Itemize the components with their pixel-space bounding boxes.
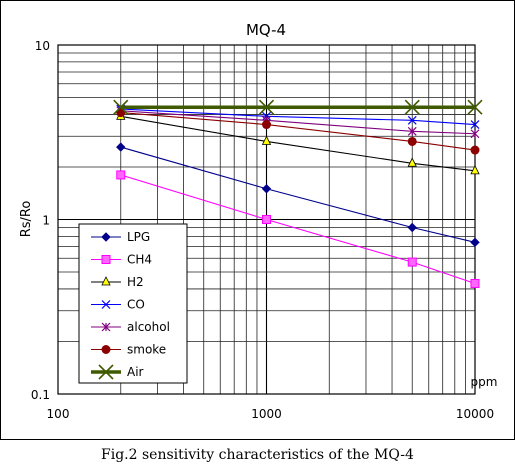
- series-line-lpg: [120, 146, 476, 243]
- legend-marker-air: [98, 364, 114, 380]
- legend-label-air: Air: [127, 365, 144, 379]
- legend-marker-co: [101, 300, 111, 309]
- y-tick-label: 10: [35, 39, 50, 53]
- point-air: [258, 99, 275, 115]
- point-air-stroke: [404, 99, 420, 115]
- point-smoke: [407, 136, 417, 146]
- point-air: [404, 99, 420, 115]
- legend-label-alcohol: alcohol: [127, 320, 170, 334]
- y-tick-label: 0.1: [31, 388, 50, 402]
- point-co-stroke: [470, 120, 480, 129]
- legend-marker-co-stroke: [101, 300, 111, 309]
- legend-label-smoke: smoke: [127, 343, 166, 357]
- point-lpg: [407, 222, 417, 233]
- point-co-stroke: [407, 115, 417, 125]
- legend-label-co: CO: [127, 298, 145, 312]
- legend-label-lpg: LPG: [127, 230, 150, 244]
- plot-area-border: [57, 44, 476, 395]
- point-ch4: [262, 215, 271, 224]
- legend-marker-alcohol: [101, 322, 111, 332]
- point-smoke: [470, 145, 480, 155]
- point-ch4: [407, 257, 417, 267]
- x-axis-unit: ppm: [471, 375, 498, 389]
- point-lpg: [261, 184, 272, 194]
- series-line-h2: [120, 115, 476, 172]
- series-air: [113, 99, 483, 115]
- legend-label-ch4: CH4: [127, 253, 152, 267]
- axis-ticks: 100 1000 10000 0.1 1 10: [31, 39, 494, 421]
- legend: LPG CH4 H2 CO alcohol smoke Air: [78, 223, 188, 384]
- chart-canvas: MQ-4 Rs/Ro ppm 100 1000 10000 0.1 1 10 LPG CH4…: [0, 0, 515, 440]
- y-tick-label: 1: [42, 214, 50, 228]
- figure-caption: Fig.2 sensitivity characteristics of the…: [101, 447, 414, 463]
- series-smoke: [116, 108, 480, 155]
- data-series: [113, 99, 483, 288]
- point-ch4: [116, 170, 126, 180]
- x-tick-label: 1000: [251, 407, 282, 421]
- point-air-stroke: [258, 99, 275, 115]
- legend-label-h2: H2: [127, 275, 144, 289]
- legend-marker-ch4: [101, 255, 111, 264]
- series-line-co: [120, 108, 476, 126]
- point-alcohol: [407, 126, 417, 136]
- x-tick-label: 100: [47, 407, 70, 421]
- point-smoke: [262, 120, 271, 130]
- y-axis-label: Rs/Ro: [19, 201, 34, 238]
- series-line-alcohol: [120, 110, 476, 135]
- series-lpg: [116, 142, 480, 248]
- point-ch4: [470, 278, 480, 288]
- point-air-stroke: [467, 99, 483, 115]
- point-co: [470, 120, 480, 129]
- point-air: [467, 99, 483, 115]
- series-line-ch4: [120, 174, 476, 284]
- chart-title: MQ-4: [246, 21, 286, 39]
- point-alcohol: [470, 129, 480, 139]
- series-line-smoke: [120, 112, 476, 151]
- point-lpg: [116, 142, 126, 152]
- point-h2: [261, 135, 272, 145]
- legend-marker-smoke: [101, 345, 111, 354]
- series-ch4: [116, 170, 480, 288]
- point-lpg: [470, 237, 480, 248]
- point-air: [113, 99, 129, 115]
- point-co: [407, 115, 417, 125]
- x-tick-label: 10000: [456, 407, 494, 421]
- legend-marker-h2: [101, 276, 111, 286]
- point-air-stroke: [113, 99, 129, 115]
- point-h2: [407, 157, 417, 167]
- legend-marker-lpg: [101, 232, 111, 242]
- point-h2: [470, 164, 480, 175]
- legend-marker-air-stroke: [98, 364, 114, 380]
- legend-box: [78, 223, 188, 384]
